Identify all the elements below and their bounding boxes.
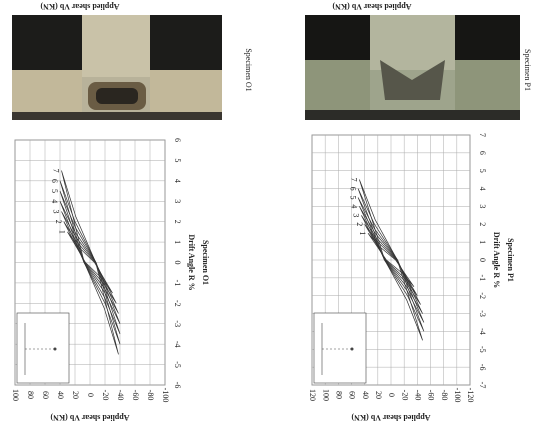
- shear-tick-label: -40: [413, 390, 422, 401]
- drift-tick-label: 6: [173, 138, 182, 142]
- loop-label: 2: [54, 220, 63, 224]
- shear-tick-label: 20: [71, 391, 80, 399]
- photo-caption: Applied shear Vb (KN): [40, 2, 119, 11]
- hysteresis-loop: [359, 179, 423, 341]
- shear-tick-label: 80: [334, 391, 343, 399]
- shear-tick-label: -60: [427, 390, 436, 401]
- shear-tick-label: -20: [101, 390, 110, 401]
- drift-tick-label: 1: [478, 240, 487, 244]
- drift-tick-label: 7: [478, 133, 487, 137]
- x-axis-title: Drift Angle R %: [187, 234, 196, 290]
- shear-tick-label: 40: [56, 391, 65, 399]
- shear-tick-label: -40: [116, 390, 125, 401]
- shear-tick-label: 20: [374, 391, 383, 399]
- drift-tick-label: 2: [173, 220, 182, 224]
- loop-label: 3: [352, 213, 361, 217]
- shear-tick-label: 120: [308, 389, 317, 401]
- photo-label: Specimen P1: [523, 49, 532, 91]
- loop-label: 1: [58, 230, 67, 234]
- drift-tick-label: -2: [478, 292, 487, 299]
- drift-tick-label: 5: [478, 169, 487, 173]
- loop-label: 7: [52, 169, 61, 173]
- drift-tick-label: -1: [173, 280, 182, 287]
- drift-tick-label: 0: [478, 258, 487, 262]
- inset-dot: [53, 347, 57, 351]
- drift-tick-label: -2: [173, 300, 182, 307]
- loop-label: 2: [355, 222, 364, 226]
- chart-title: Specimen O1: [201, 240, 210, 285]
- drift-tick-label: 3: [478, 204, 487, 208]
- drift-tick-label: 4: [173, 179, 182, 183]
- shear-tick-label: 60: [41, 391, 50, 399]
- inset-dot: [350, 347, 354, 351]
- drift-tick-label: -3: [173, 320, 182, 327]
- drift-tick-label: 0: [173, 261, 182, 265]
- photo-label: Specimen O1: [244, 48, 253, 91]
- drift-tick-label: 5: [173, 158, 182, 162]
- shear-tick-label: -100: [161, 388, 170, 403]
- shear-tick-label: -80: [146, 390, 155, 401]
- shear-tick-label: 80: [26, 391, 35, 399]
- y-axis-title: Applied shear Vb (KN): [50, 413, 129, 422]
- drift-tick-label: -6: [478, 364, 487, 371]
- photo-p1: [305, 15, 520, 120]
- shear-tick-label: 0: [387, 393, 396, 397]
- shear-tick-label: 0: [86, 393, 95, 397]
- shear-tick-label: 60: [348, 391, 357, 399]
- shear-tick-label: 40: [361, 391, 370, 399]
- drift-tick-label: -4: [173, 341, 182, 348]
- shear-tick-label: 100: [11, 389, 20, 401]
- loop-label: 6: [50, 179, 59, 183]
- shear-tick-label: -80: [440, 390, 449, 401]
- photo-caption: Applied shear Vb (KN): [332, 2, 411, 11]
- y-axis-title: Applied shear Vb (KN): [351, 413, 430, 422]
- shear-tick-label: -120: [466, 388, 475, 403]
- drift-tick-label: -5: [478, 346, 487, 353]
- loop-label: 4: [50, 199, 59, 203]
- loop-label: 5: [348, 196, 357, 200]
- drift-tick-label: -5: [173, 361, 182, 368]
- loop-label: 4: [350, 204, 359, 208]
- drift-tick-label: -4: [478, 328, 487, 335]
- shear-tick-label: -100: [453, 388, 462, 403]
- drift-tick-label: -3: [478, 310, 487, 317]
- inset: [313, 312, 367, 384]
- loop-label: 3: [52, 209, 61, 213]
- photo-o1: [12, 15, 222, 120]
- loop-label: 5: [50, 189, 59, 193]
- drift-tick-label: 4: [478, 187, 487, 191]
- drift-tick-label: 3: [173, 199, 182, 203]
- x-axis-title: Drift Angle R %: [492, 232, 501, 288]
- shear-tick-label: 100: [321, 389, 330, 401]
- drift-tick-label: 1: [173, 240, 182, 244]
- chart-title: Specimen P1: [506, 238, 515, 282]
- loop-label: 7: [350, 178, 359, 182]
- loop-label: 6: [348, 187, 357, 191]
- loop-label: 1: [358, 231, 367, 235]
- shear-tick-label: -20: [400, 390, 409, 401]
- drift-tick-label: -7: [478, 382, 487, 389]
- drift-tick-label: 2: [478, 222, 487, 226]
- drift-tick-label: -1: [478, 275, 487, 282]
- inset: [16, 312, 70, 384]
- hysteresis-loop: [61, 170, 119, 355]
- drift-tick-label: -6: [173, 382, 182, 389]
- drift-tick-label: 6: [478, 151, 487, 155]
- shear-tick-label: -60: [131, 390, 140, 401]
